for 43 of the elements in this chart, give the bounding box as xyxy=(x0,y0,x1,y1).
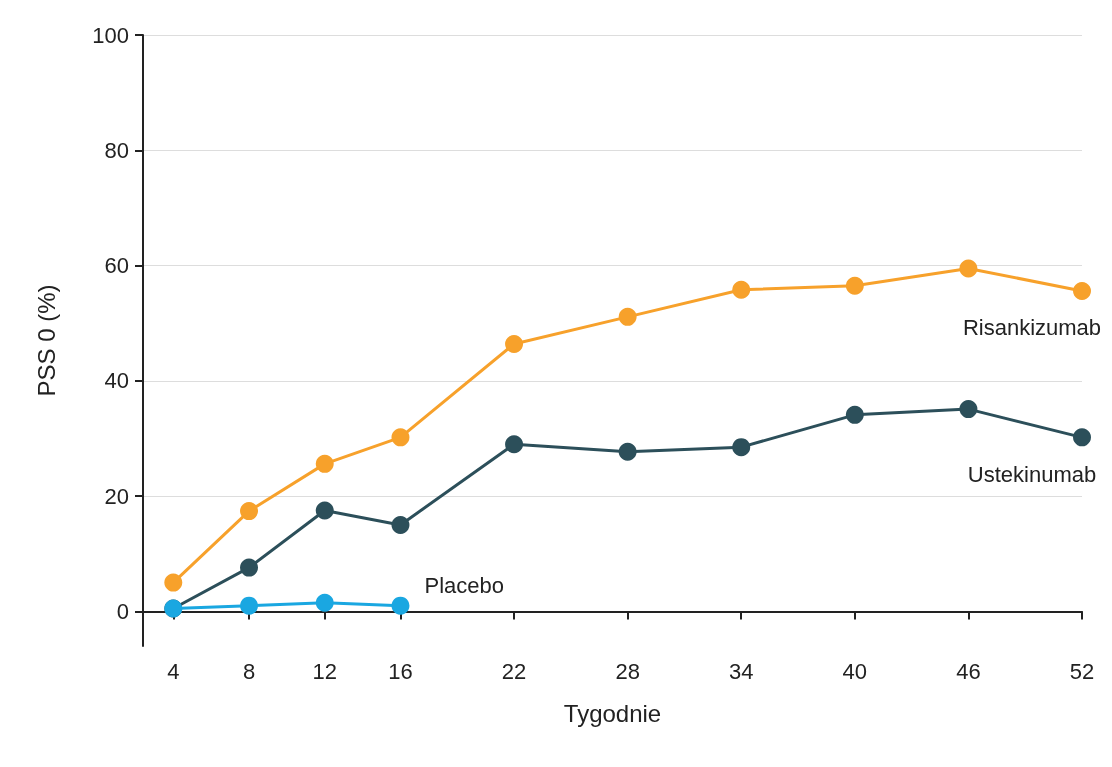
x-tick-label: 40 xyxy=(842,658,868,684)
point xyxy=(732,438,751,457)
point xyxy=(391,596,410,615)
point xyxy=(505,334,524,353)
x-tick-label: 4 xyxy=(167,658,180,684)
x-axis-title: Tygodnie xyxy=(563,699,662,727)
point xyxy=(315,501,334,520)
point xyxy=(618,307,637,326)
series-label: Ustekinumab xyxy=(967,461,1097,487)
y-tick-label: 60 xyxy=(104,253,129,279)
y-tick-label: 0 xyxy=(116,598,129,624)
point xyxy=(959,259,978,278)
point xyxy=(240,502,259,521)
point xyxy=(1073,281,1091,300)
x-tick-label: 28 xyxy=(615,658,640,684)
point xyxy=(505,435,524,454)
point xyxy=(391,428,410,447)
point xyxy=(845,405,864,424)
x-tick-label: 12 xyxy=(312,658,337,684)
point xyxy=(315,454,334,473)
point xyxy=(391,515,410,534)
point xyxy=(240,558,259,577)
y-tick-label: 100 xyxy=(92,22,129,48)
point xyxy=(315,593,334,612)
y-tick-label: 80 xyxy=(104,137,129,163)
y-axis-title: PSS 0 (%) xyxy=(32,284,60,397)
x-tick-label: 34 xyxy=(728,658,754,684)
x-tick-label: 46 xyxy=(956,658,981,684)
point xyxy=(845,276,864,295)
x-tick-label: 52 xyxy=(1069,658,1095,684)
y-tick-label: 20 xyxy=(104,483,129,509)
x-tick-label: 22 xyxy=(501,658,527,684)
series-label: Placebo xyxy=(424,573,504,599)
point xyxy=(240,596,259,615)
point xyxy=(618,442,637,461)
point xyxy=(959,400,978,419)
x-tick-label: 16 xyxy=(388,658,413,684)
series-label: Risankizumab xyxy=(962,315,1102,341)
point xyxy=(1073,428,1091,447)
y-tick-label: 40 xyxy=(104,368,129,394)
x-tick-label: 8 xyxy=(242,658,256,684)
point xyxy=(732,280,751,299)
point xyxy=(164,573,183,592)
